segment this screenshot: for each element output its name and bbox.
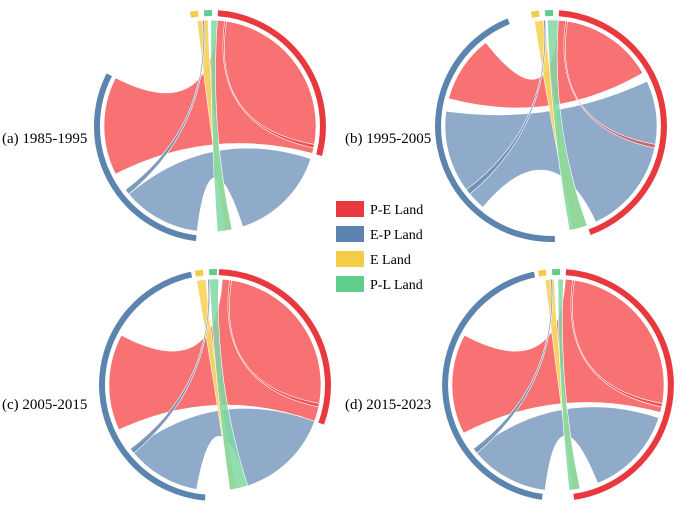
legend-label: P-L Land [370, 278, 423, 293]
thin-chord [472, 278, 554, 454]
ep-ribbon [128, 147, 312, 232]
pl-ribbon [210, 19, 233, 233]
panel-label: (d) 2015-2023 [345, 397, 431, 413]
legend: P-E Land E-P Land E Land P-L Land [336, 201, 423, 293]
chord-panel: (a) 1985-1995 [2, 9, 326, 242]
thin-chord [465, 19, 547, 195]
thin-chord [227, 279, 320, 408]
chord-panel: (c) 2005-2015 [2, 268, 331, 501]
thin-chord [124, 19, 206, 195]
e-land-arc [537, 269, 547, 277]
legend-swatch [336, 226, 364, 242]
pl-ribbon [546, 19, 588, 231]
ep-land-arc [99, 271, 206, 501]
legend-label: E Land [370, 253, 411, 268]
chord-panel: (b) 1995-2005 [345, 9, 667, 242]
pe-land-arc [558, 10, 667, 236]
pe-land-arc [217, 10, 326, 156]
e-land-arc [189, 10, 199, 18]
thin-chord [570, 279, 663, 408]
pe-ribbon [448, 19, 644, 109]
ep-land-arc [442, 271, 543, 500]
legend-swatch [336, 201, 364, 217]
e-land-arc [194, 269, 204, 277]
panel-label: (b) 1995-2005 [345, 131, 431, 147]
thin-chord [222, 20, 315, 149]
legend-label: E-P Land [370, 228, 423, 243]
pe-land-arc [565, 269, 674, 500]
panel-label: (c) 2005-2015 [2, 397, 87, 413]
pe-land-arc [218, 269, 331, 425]
ep-ribbon [444, 80, 658, 223]
pl-ribbon [209, 278, 249, 491]
pl-ribbon [557, 278, 581, 491]
e-land-arc [530, 10, 540, 18]
panel-label: (a) 1985-1995 [2, 131, 87, 147]
chord-panel: (d) 2015-2023 [345, 268, 674, 500]
ep-ribbon [474, 406, 660, 491]
thin-chord [129, 278, 211, 454]
legend-swatch [336, 276, 364, 292]
legend-swatch [336, 251, 364, 267]
legend-label: P-E Land [370, 203, 423, 218]
ep-land-arc [93, 73, 197, 242]
thin-chord [563, 20, 656, 149]
ep-land-arc [435, 18, 555, 242]
ep-ribbon [131, 408, 315, 490]
